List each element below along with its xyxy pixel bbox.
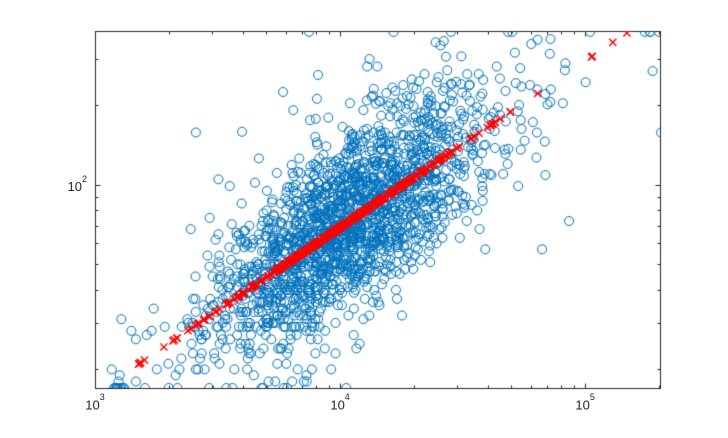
tick-exponent: 4 bbox=[344, 391, 350, 402]
tick-base: 10 bbox=[575, 397, 590, 413]
tick-exponent: 2 bbox=[81, 173, 87, 184]
x-axis-tick-label-1e5: 105 bbox=[575, 391, 595, 413]
tick-base: 10 bbox=[67, 179, 82, 195]
tick-exponent: 3 bbox=[99, 391, 105, 402]
tick-base: 10 bbox=[85, 397, 100, 413]
tick-base: 10 bbox=[330, 397, 345, 413]
x-axis-tick-label-1e3: 103 bbox=[85, 391, 105, 413]
tick-exponent: 5 bbox=[589, 391, 595, 402]
y-axis-tick-label-1e2: 102 bbox=[40, 173, 87, 195]
x-axis-tick-label-1e4: 104 bbox=[330, 391, 350, 413]
